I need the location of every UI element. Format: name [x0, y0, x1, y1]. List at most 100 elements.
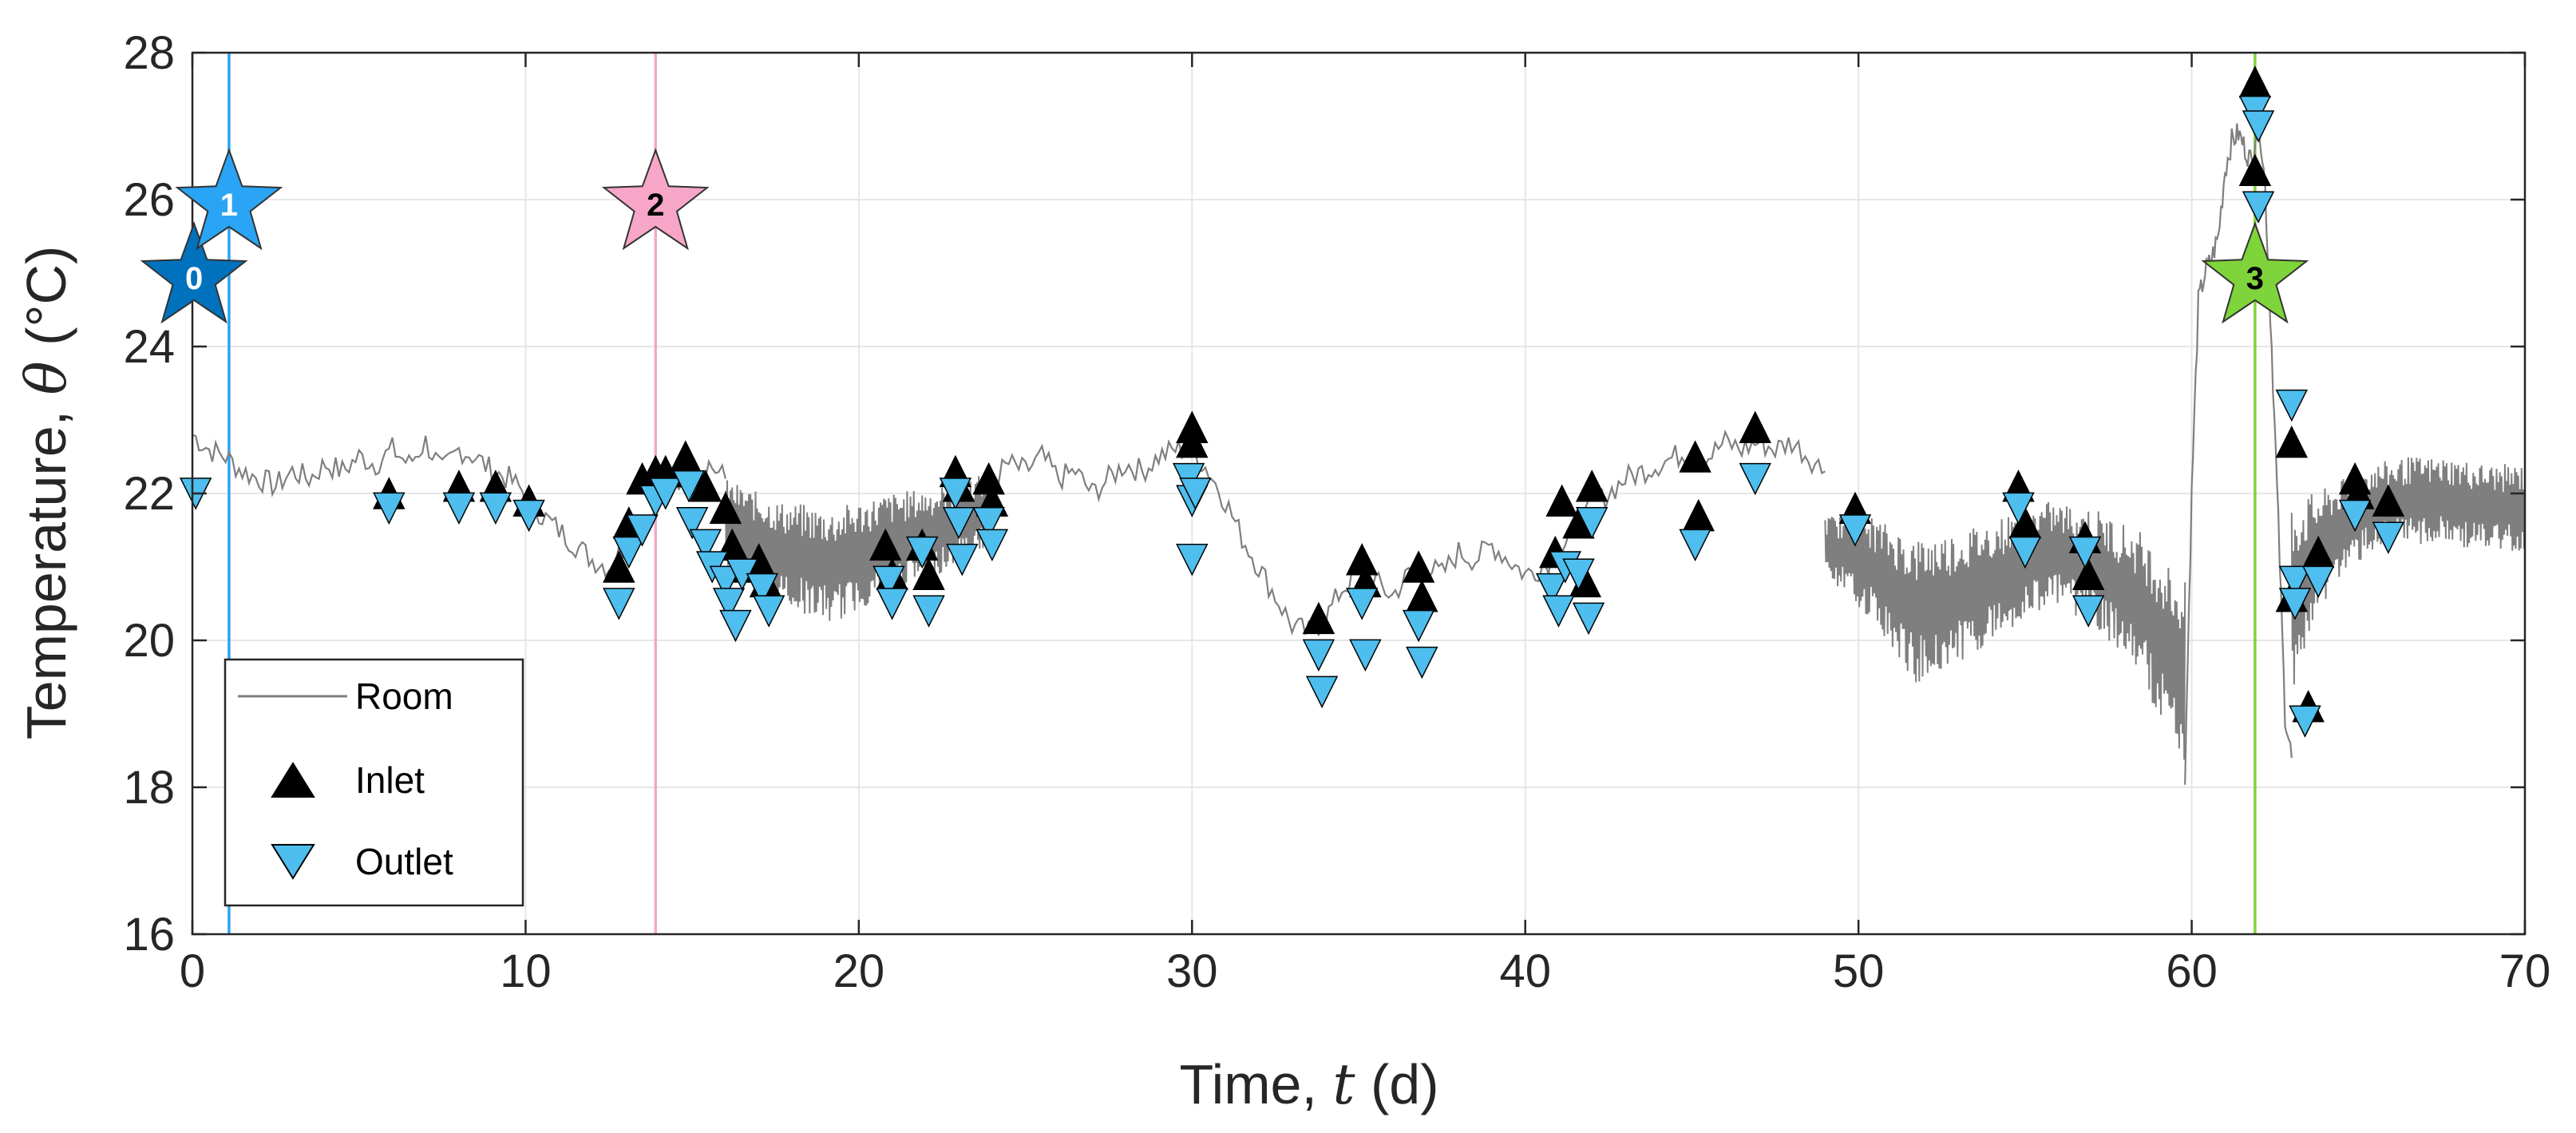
outlet-marker: [2008, 536, 2042, 569]
inlet-marker: [2372, 484, 2405, 517]
outlet-marker: [975, 529, 1009, 562]
event-star-label: 1: [220, 188, 238, 223]
outlet-marker: [939, 477, 972, 510]
outlet-marker: [1535, 572, 1569, 606]
x-tick-label: 50: [1833, 945, 1885, 997]
outlet-marker: [873, 565, 905, 599]
inlet-marker: [1302, 601, 1335, 635]
outlet-marker: [2068, 536, 2102, 569]
outlet-marker: [1572, 602, 1605, 636]
inlet-marker: [1679, 440, 1711, 473]
outlet-marker: [649, 477, 682, 510]
x-tick-label: 70: [2499, 945, 2551, 997]
room-line-oscillation: [1824, 501, 2186, 760]
outlet-marker: [442, 492, 476, 525]
event-star-label: 0: [185, 261, 203, 296]
outlet-marker: [1349, 639, 1382, 672]
outlet-marker: [2242, 110, 2275, 143]
outlet-marker: [1345, 588, 1379, 620]
outlet-marker: [712, 588, 746, 620]
room-line-oscillation: [724, 474, 993, 621]
outlet-marker: [1838, 514, 1872, 547]
outlet-marker: [942, 507, 975, 540]
outlet-marker: [1176, 544, 1209, 576]
inlet-marker: [1575, 469, 1609, 502]
room-line-segment: [991, 435, 1560, 637]
outlet-marker: [1739, 462, 1771, 496]
inlet-marker: [1402, 550, 1435, 583]
outlet-marker: [719, 609, 752, 643]
outlet-marker: [1179, 477, 1212, 510]
outlet-marker: [672, 470, 706, 503]
outlet-marker: [709, 565, 742, 599]
outlet-marker: [689, 529, 722, 562]
outlet-marker: [626, 514, 659, 547]
x-tick-label: 0: [180, 945, 205, 997]
x-tick-label: 30: [1166, 945, 1218, 997]
outlet-marker: [1575, 507, 1609, 540]
outlet-marker: [2071, 595, 2105, 628]
event-stars: 0 1 2 3: [140, 148, 2309, 324]
inlet-marker: [1739, 410, 1771, 443]
outlet-marker: [2301, 565, 2335, 599]
x-tick-label: 40: [1499, 945, 1551, 997]
outlet-marker: [912, 595, 945, 628]
legend-outlet-marker: [271, 844, 315, 880]
event-star-0: [140, 221, 248, 324]
x-tick-label: 20: [833, 945, 885, 997]
inlet-marker: [2238, 153, 2272, 186]
outlet-marker: [1402, 609, 1435, 643]
outlet-marker: [746, 572, 779, 606]
outlet-marker: [972, 507, 1005, 540]
outlet-marker: [2275, 389, 2309, 422]
outlet-marker: [905, 536, 939, 569]
inlet-marker: [689, 469, 722, 502]
outlet-marker: [2242, 191, 2275, 224]
x-tick-label: 10: [500, 945, 552, 997]
outlet-marker: [1305, 675, 1339, 709]
event-star-2: [601, 148, 710, 251]
outlet-marker: [2002, 492, 2035, 525]
inlet-marker: [709, 491, 742, 525]
outlet-marker: [876, 588, 908, 620]
legend-outlet-label: Outlet: [355, 841, 453, 882]
outlet-marker: [1679, 529, 1711, 562]
outlet-marker: [373, 492, 406, 525]
event-star-3: [2201, 221, 2309, 324]
y-tick-label: 22: [123, 468, 175, 520]
legend-box: [224, 658, 524, 907]
outlet-marker: [1302, 639, 1335, 672]
y-tick-label: 24: [123, 321, 175, 373]
outlet-marker: [1406, 646, 1438, 679]
outlet-marker: [675, 507, 709, 540]
y-tick-label: 16: [123, 909, 175, 961]
y-tick-label: 26: [123, 174, 175, 226]
outlet-marker: [2372, 521, 2405, 554]
room-line-segment: [2184, 98, 2293, 785]
x-tick-label: 60: [2166, 945, 2218, 997]
inlet-marker: [2071, 557, 2105, 590]
y-tick-label: 18: [123, 762, 175, 814]
event-star-label: 3: [2246, 261, 2264, 296]
outlet-marker: [946, 544, 979, 576]
inlet-marker: [912, 557, 945, 590]
y-tick-label: 28: [123, 27, 175, 79]
data-markers: [179, 65, 2405, 738]
inlet-marker: [2275, 425, 2309, 458]
inlet-marker: [603, 550, 635, 583]
outlet-marker: [1562, 558, 1595, 591]
outlet-marker: [2289, 705, 2321, 738]
y-tick-label: 20: [123, 615, 175, 667]
outlet-marker: [752, 595, 785, 628]
y-axis-label: Temperature, θ (°C): [14, 246, 79, 740]
outlet-marker: [512, 499, 545, 533]
outlet-marker: [1542, 595, 1575, 628]
event-star-label: 2: [647, 188, 664, 223]
outlet-marker: [2278, 565, 2312, 599]
inlet-marker: [1176, 425, 1209, 458]
inlet-marker: [869, 528, 902, 561]
outlet-marker: [612, 536, 646, 569]
event-star-1: [175, 148, 283, 251]
